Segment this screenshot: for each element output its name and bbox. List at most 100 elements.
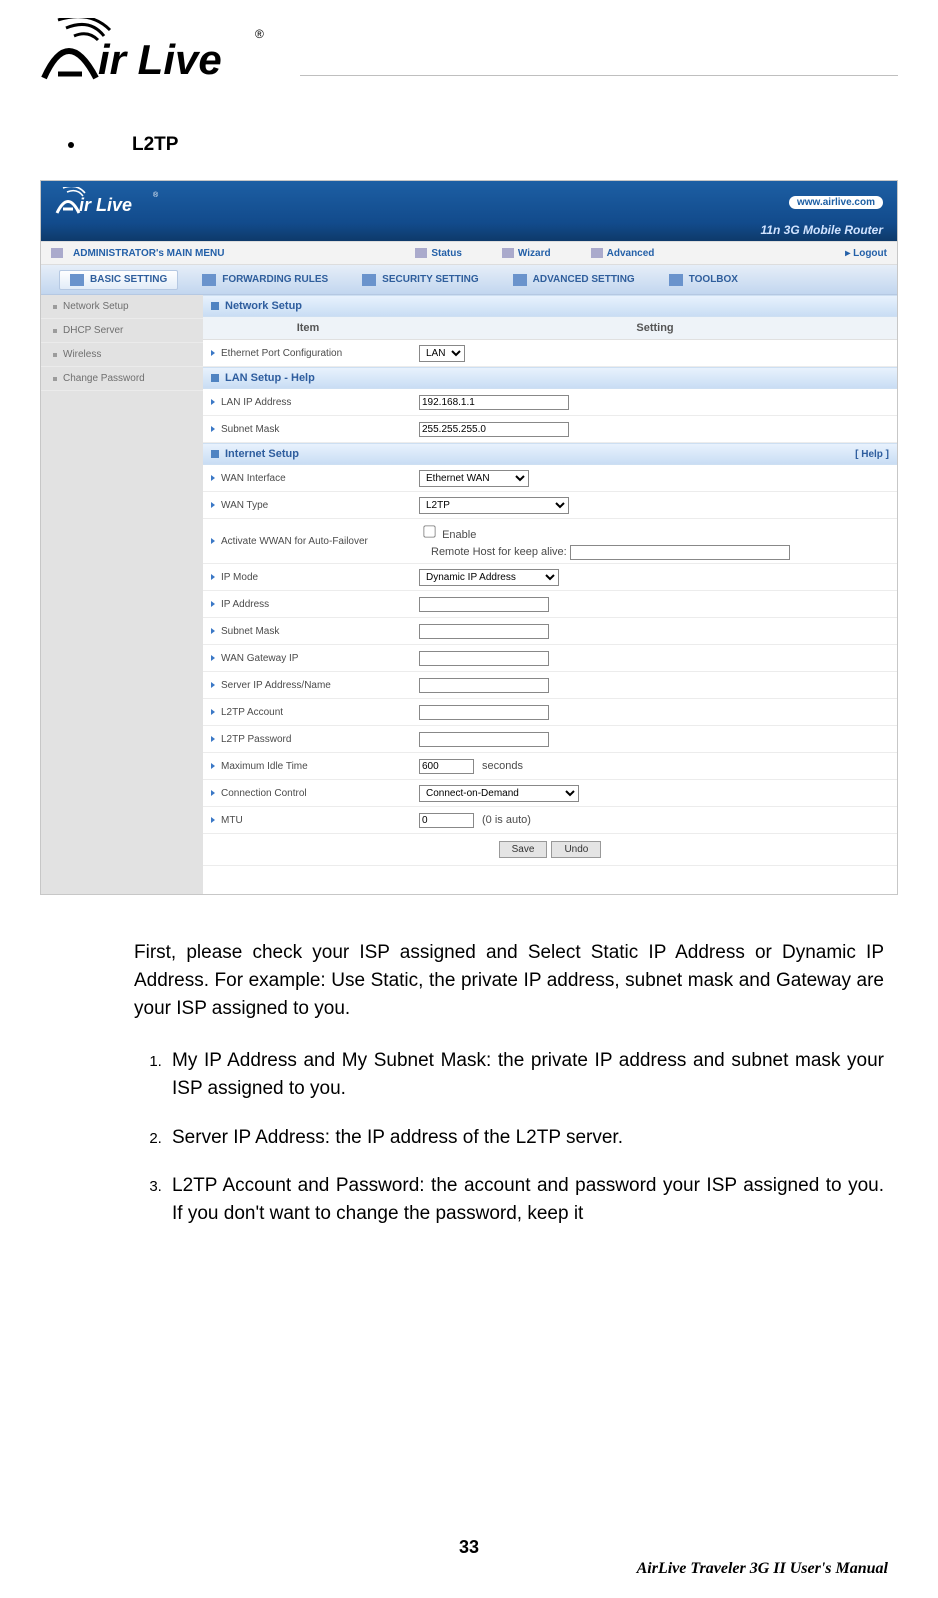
tab-forwarding-rules[interactable]: FORWARDING RULES	[192, 271, 338, 289]
tab-toolbox[interactable]: TOOLBOX	[659, 271, 748, 289]
tri-icon	[211, 426, 215, 432]
svg-text:®: ®	[153, 191, 159, 199]
ethernet-port-select[interactable]: LAN	[419, 345, 465, 362]
sidebar: Network Setup DHCP Server Wireless Chang…	[41, 295, 203, 894]
sidebar-item-change-password[interactable]: Change Password	[41, 367, 203, 391]
bullet-icon	[53, 377, 57, 381]
adv-icon	[513, 274, 527, 286]
airlive-logo: ir Live ®	[40, 0, 898, 93]
row-l2tp-account: L2TP Account	[203, 699, 897, 726]
sidebar-item-dhcp-server[interactable]: DHCP Server	[41, 319, 203, 343]
wan-gateway-input[interactable]	[419, 651, 549, 666]
network-setup-header: Network Setup	[203, 295, 897, 317]
list-item-3: L2TP Account and Password: the account a…	[166, 1172, 884, 1228]
bullet-icon	[53, 305, 57, 309]
book-title: AirLive Traveler 3G II User's Manual	[50, 1560, 888, 1578]
status-icon	[415, 248, 427, 258]
advanced-icon	[591, 248, 603, 258]
row-wan-interface: WAN Interface Ethernet WAN	[203, 465, 897, 492]
menu-icon	[51, 248, 63, 258]
row-ethernet-port: Ethernet Port Configuration LAN	[203, 340, 897, 367]
undo-button[interactable]: Undo	[551, 841, 601, 858]
forwarding-icon	[202, 274, 216, 286]
tri-icon	[211, 350, 215, 356]
lan-ip-input[interactable]	[419, 395, 569, 410]
tab-wizard[interactable]: Wizard	[502, 248, 551, 259]
ip-mode-select[interactable]: Dynamic IP Address	[419, 569, 559, 586]
tab-basic-setting[interactable]: BASIC SETTING	[59, 270, 178, 290]
content-area: Network Setup Item Setting Ethernet Port…	[203, 295, 897, 894]
toolbox-icon	[669, 274, 683, 286]
sidebar-item-network-setup[interactable]: Network Setup	[41, 295, 203, 319]
remote-host-input[interactable]	[570, 545, 790, 560]
row-subnet-mask: Subnet Mask	[203, 416, 897, 443]
row-connection-control: Connection Control Connect-on-Demand	[203, 780, 897, 807]
row-l2tp-password: L2TP Password	[203, 726, 897, 753]
wizard-icon	[502, 248, 514, 258]
tab-advanced[interactable]: Advanced	[591, 248, 655, 259]
l2tp-account-input[interactable]	[419, 705, 549, 720]
form-table-head: Item Setting	[203, 317, 897, 340]
svg-text:ir Live: ir Live	[98, 36, 222, 83]
lan-setup-header: LAN Setup - Help	[203, 367, 897, 389]
section-icon	[211, 302, 219, 310]
row-ip-address: IP Address	[203, 591, 897, 618]
subnet-mask-input[interactable]	[419, 422, 569, 437]
svg-text:ir Live: ir Live	[79, 195, 132, 215]
row-wwan-failover: Activate WWAN for Auto-Failover Enable R…	[203, 519, 897, 564]
numbered-list: My IP Address and My Subnet Mask: the pr…	[134, 1047, 884, 1228]
row-ip-mode: IP Mode Dynamic IP Address	[203, 564, 897, 591]
list-item-1: My IP Address and My Subnet Mask: the pr…	[166, 1047, 884, 1103]
row-server-ip: Server IP Address/Name	[203, 672, 897, 699]
bullet-icon	[53, 353, 57, 357]
header-divider	[300, 75, 898, 76]
security-icon	[362, 274, 376, 286]
server-ip-input[interactable]	[419, 678, 549, 693]
button-row: SaveUndo	[203, 834, 897, 866]
row-wan-gateway: WAN Gateway IP	[203, 645, 897, 672]
blank-row	[203, 866, 897, 894]
wan-interface-select[interactable]: Ethernet WAN	[419, 470, 529, 487]
section-heading: L2TP	[132, 134, 178, 156]
router-screenshot: ir Live ® www.airlive.com 11n 3G Mobile …	[40, 180, 898, 895]
sidebar-item-wireless[interactable]: Wireless	[41, 343, 203, 367]
bullet-icon	[68, 142, 74, 148]
row-wan-type: WAN Type L2TP	[203, 492, 897, 519]
l2tp-password-input[interactable]	[419, 732, 549, 747]
svg-text:®: ®	[255, 27, 264, 41]
row-mtu: MTU (0 is auto)	[203, 807, 897, 834]
tab-security-setting[interactable]: SECURITY SETTING	[352, 271, 489, 289]
brand-url-pill[interactable]: www.airlive.com	[789, 196, 883, 209]
row-max-idle: Maximum Idle Time seconds	[203, 753, 897, 780]
basic-icon	[70, 274, 84, 286]
tri-icon	[211, 399, 215, 405]
col-item: Item	[203, 317, 413, 339]
top-menu-bar: ADMINISTRATOR's MAIN MENU Status Wizard …	[41, 241, 897, 265]
intro-paragraph: First, please check your ISP assigned an…	[134, 939, 884, 1023]
mtu-input[interactable]	[419, 813, 474, 828]
section-icon	[211, 374, 219, 382]
col-setting: Setting	[413, 317, 897, 339]
help-link[interactable]: [ Help ]	[855, 449, 889, 460]
bullet-icon	[53, 329, 57, 333]
enable-checkbox[interactable]	[423, 525, 435, 537]
ip-address-input[interactable]	[419, 597, 549, 612]
subnet-mask2-input[interactable]	[419, 624, 549, 639]
internet-setup-header: Internet Setup [ Help ]	[203, 443, 897, 465]
section-icon	[211, 450, 219, 458]
page-footer: 33 AirLive Traveler 3G II User's Manual	[0, 1537, 938, 1578]
row-lan-ip: LAN IP Address	[203, 389, 897, 416]
mid-tabs-row: BASIC SETTING FORWARDING RULES SECURITY …	[41, 265, 897, 295]
tab-status[interactable]: Status	[415, 248, 462, 259]
save-button[interactable]: Save	[499, 841, 548, 858]
page-number: 33	[50, 1537, 888, 1558]
row-subnet-mask2: Subnet Mask	[203, 618, 897, 645]
connection-control-select[interactable]: Connect-on-Demand	[419, 785, 579, 802]
tab-advanced-setting[interactable]: ADVANCED SETTING	[503, 271, 645, 289]
brand-subtitle: 11n 3G Mobile Router	[761, 223, 883, 237]
max-idle-input[interactable]	[419, 759, 474, 774]
logout-link[interactable]: ▸ Logout	[845, 248, 887, 259]
main-menu-label: ADMINISTRATOR's MAIN MENU	[73, 248, 224, 259]
list-item-2: Server IP Address: the IP address of the…	[166, 1124, 884, 1152]
wan-type-select[interactable]: L2TP	[419, 497, 569, 514]
